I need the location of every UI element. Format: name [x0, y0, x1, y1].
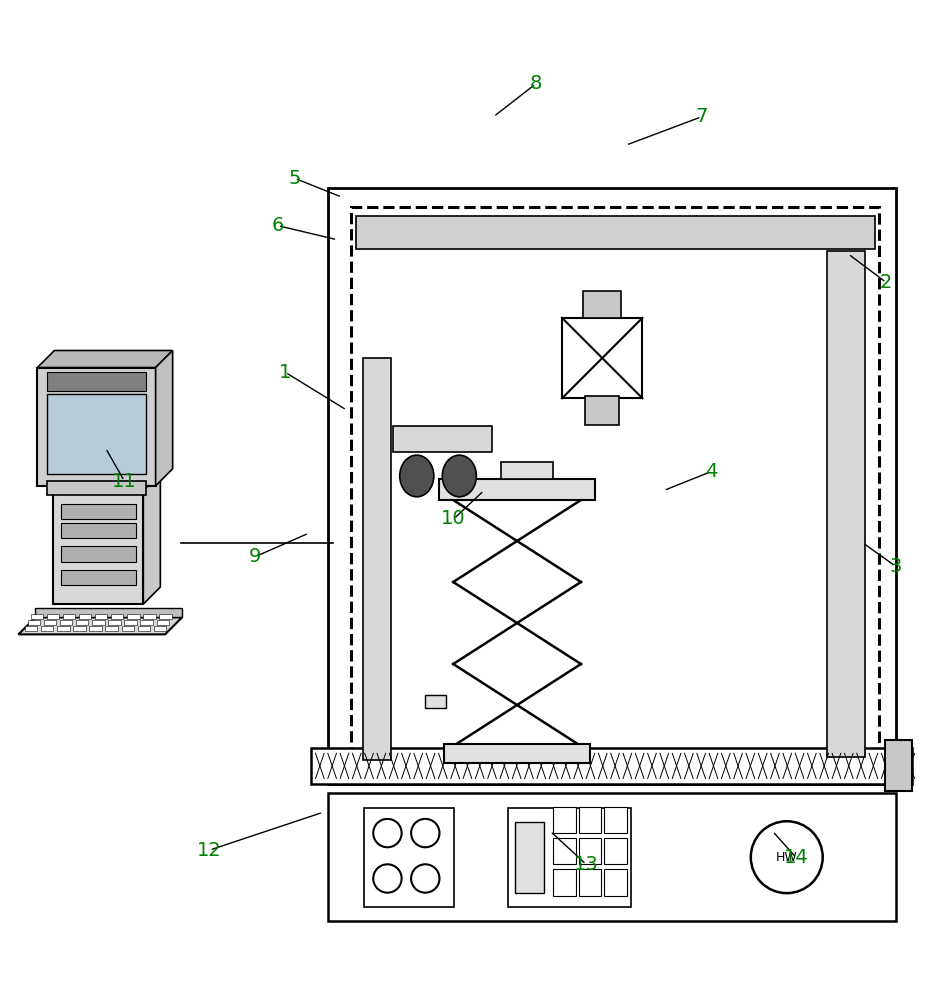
Bar [356, 216, 875, 249]
Bar [41, 626, 53, 631]
Bar [47, 372, 146, 391]
Bar [584, 291, 622, 318]
Bar [37, 368, 156, 486]
Bar [89, 626, 102, 631]
Polygon shape [35, 608, 182, 617]
Bar [363, 358, 391, 760]
Bar [44, 620, 56, 625]
Bar [121, 626, 134, 631]
Text: 13: 13 [574, 855, 599, 874]
Bar [500, 462, 552, 479]
Bar [425, 695, 446, 708]
Bar [60, 620, 72, 625]
Text: 8: 8 [530, 74, 542, 93]
Polygon shape [37, 350, 173, 368]
Bar [53, 491, 143, 604]
Bar [105, 626, 118, 631]
Bar [311, 748, 912, 784]
Bar [57, 626, 69, 631]
Bar [157, 620, 169, 625]
Bar [143, 614, 156, 619]
Bar [73, 626, 85, 631]
Bar [79, 614, 91, 619]
Bar [327, 188, 896, 784]
Bar [61, 570, 136, 585]
Polygon shape [18, 617, 182, 634]
Text: 2: 2 [880, 273, 892, 292]
Bar [47, 614, 59, 619]
Bar [111, 614, 123, 619]
Bar [885, 740, 912, 791]
Bar [553, 838, 576, 864]
Bar [63, 614, 75, 619]
Bar [159, 614, 172, 619]
Bar [108, 620, 121, 625]
Bar [25, 626, 37, 631]
Bar [605, 838, 627, 864]
Bar [351, 207, 880, 765]
Bar [95, 614, 107, 619]
Bar [28, 620, 40, 625]
Ellipse shape [400, 455, 434, 497]
Bar [61, 523, 136, 538]
Bar [579, 838, 602, 864]
Bar [393, 426, 493, 452]
Bar [508, 808, 631, 907]
Bar [47, 481, 146, 495]
Bar [30, 614, 43, 619]
Bar [579, 807, 602, 833]
Bar [76, 620, 88, 625]
Text: 3: 3 [889, 557, 902, 576]
Bar [605, 807, 627, 833]
Bar [92, 620, 104, 625]
Text: 7: 7 [696, 107, 708, 126]
Bar [327, 793, 896, 921]
Bar [562, 318, 642, 398]
Bar [444, 744, 590, 763]
Bar [138, 626, 150, 631]
Polygon shape [53, 474, 160, 491]
Text: 5: 5 [288, 169, 301, 188]
Bar [61, 546, 136, 562]
Text: 12: 12 [197, 841, 222, 860]
Polygon shape [156, 350, 173, 486]
Bar [553, 869, 576, 896]
Bar [140, 620, 153, 625]
Bar [828, 251, 865, 757]
Bar [439, 479, 595, 500]
Text: HW: HW [776, 851, 797, 864]
Ellipse shape [442, 455, 476, 497]
Text: 6: 6 [271, 216, 284, 235]
Bar [154, 626, 166, 631]
Text: 10: 10 [441, 509, 466, 528]
Bar [127, 614, 140, 619]
Bar [124, 620, 137, 625]
Bar [363, 808, 454, 907]
Bar [47, 394, 146, 474]
Bar [586, 396, 620, 425]
Text: 9: 9 [249, 547, 261, 566]
Bar [579, 869, 602, 896]
Text: 1: 1 [279, 363, 291, 382]
Bar [61, 504, 136, 519]
Text: 4: 4 [705, 462, 717, 481]
Polygon shape [143, 474, 160, 604]
Text: 11: 11 [112, 472, 137, 491]
Bar [605, 869, 627, 896]
Bar [515, 822, 544, 893]
Bar [553, 807, 576, 833]
Text: 14: 14 [784, 848, 809, 867]
